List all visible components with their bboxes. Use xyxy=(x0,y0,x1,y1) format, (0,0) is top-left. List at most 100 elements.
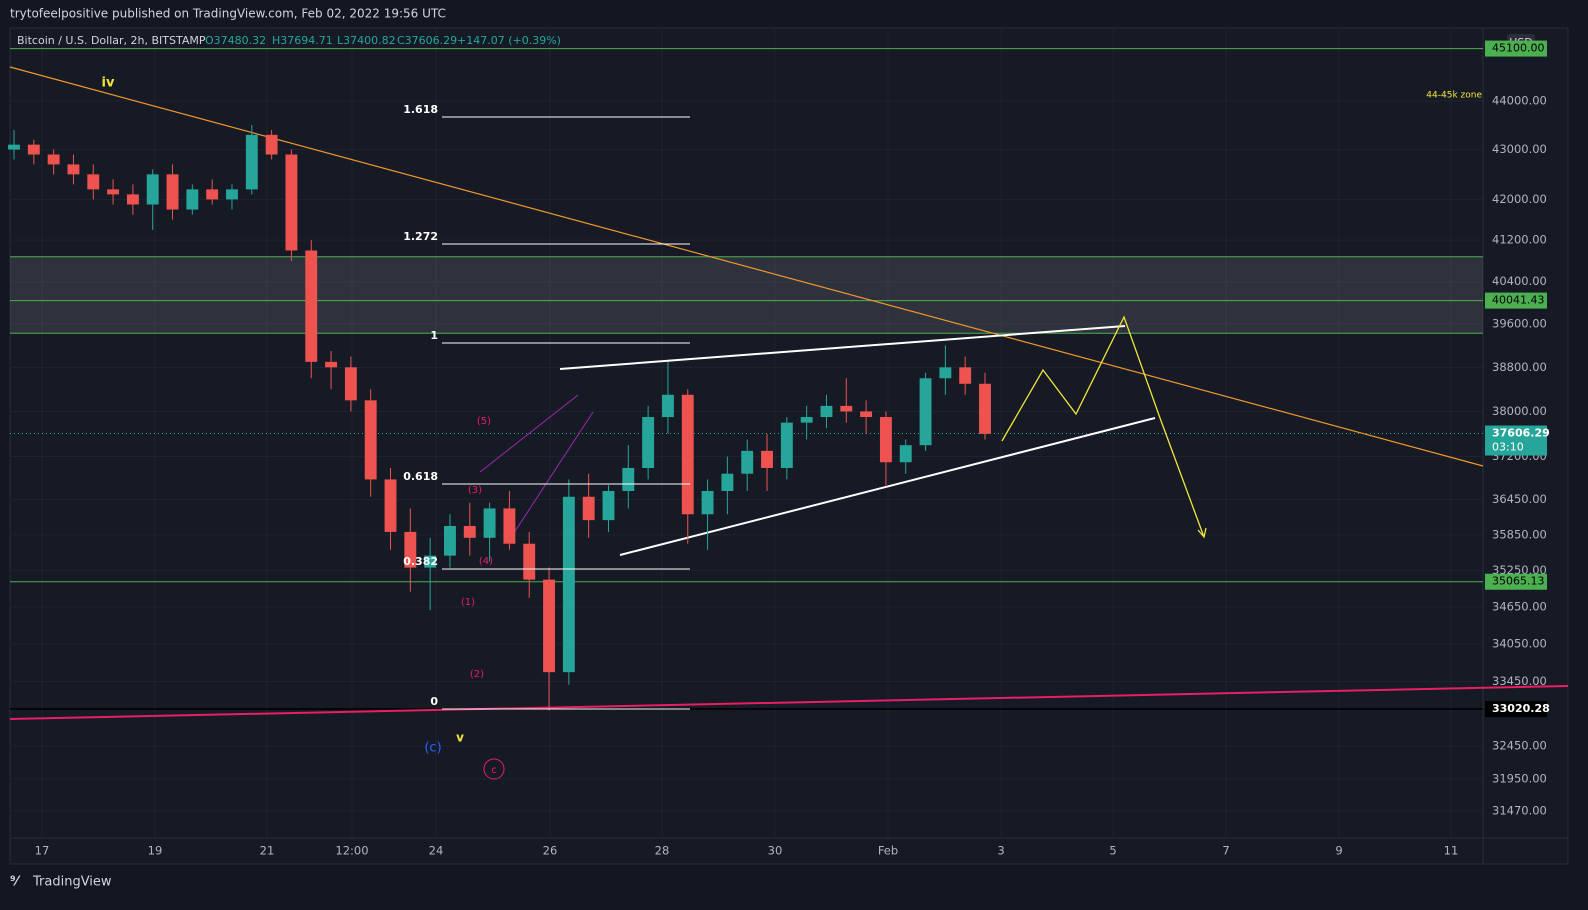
y-tick-label: 31470.00 xyxy=(1492,803,1547,817)
candle-body xyxy=(503,508,516,544)
wave-label: c xyxy=(491,765,497,776)
x-tick-label: 19 xyxy=(148,844,163,858)
candle-body xyxy=(384,479,397,532)
price-tag xyxy=(1485,292,1547,309)
fib-label: 1 xyxy=(430,329,438,342)
x-tick-label: 28 xyxy=(655,844,670,858)
ohlc-open: O37480.32 xyxy=(205,34,266,47)
fib-label: 1.618 xyxy=(403,103,438,116)
y-tick-label: 40400.00 xyxy=(1492,274,1547,288)
y-tick-label: 36450.00 xyxy=(1492,492,1547,506)
y-tick-label: 42000.00 xyxy=(1492,192,1547,206)
candle-body xyxy=(622,467,635,491)
fib-label: 0 xyxy=(430,695,438,708)
candle-body xyxy=(543,579,555,673)
x-tick-label: 7 xyxy=(1222,844,1229,858)
y-tick-label: 33450.00 xyxy=(1492,674,1547,688)
candle-body xyxy=(761,450,773,468)
candle-body xyxy=(840,405,853,412)
wave-label: (4) xyxy=(479,556,493,567)
price-tag-label: 40041.43 xyxy=(1492,294,1545,307)
ohlc-close: C37606.29 xyxy=(397,34,457,47)
x-tick-label: 24 xyxy=(429,844,444,858)
y-tick-label: 34650.00 xyxy=(1492,599,1547,613)
price-tag-label: 35065.13 xyxy=(1492,575,1545,588)
wave-label: (2) xyxy=(470,669,484,680)
candle-body xyxy=(820,405,833,418)
countdown: 03:10 xyxy=(1492,441,1524,454)
candle-body xyxy=(87,174,100,190)
zone-note: 44-45k zone xyxy=(1426,91,1482,101)
candle-body xyxy=(285,154,298,251)
x-tick-label: 9 xyxy=(1335,844,1342,858)
wave-label: (3) xyxy=(468,485,482,496)
wave-circle xyxy=(483,758,505,780)
y-tick-label: 31950.00 xyxy=(1492,771,1547,785)
candle-body xyxy=(107,189,120,195)
candle-body xyxy=(265,134,278,155)
candle-body xyxy=(226,189,238,200)
wedge-line xyxy=(619,417,1156,556)
candle-body xyxy=(126,194,139,205)
candle-body xyxy=(166,174,179,210)
candle-body xyxy=(661,394,674,418)
price-tag xyxy=(1485,701,1547,718)
trendline xyxy=(9,66,1484,467)
candle-body xyxy=(582,496,595,521)
ohlc-change: +147.07 (+0.39%) xyxy=(457,34,561,47)
x-tick-label: 12:00 xyxy=(335,844,368,858)
wedge-line xyxy=(559,325,1126,370)
y-tick-label: 39600.00 xyxy=(1492,317,1547,331)
y-tick-label: 32450.00 xyxy=(1492,738,1547,752)
candle-body xyxy=(919,378,932,446)
wave-label: iv xyxy=(102,76,115,91)
x-tick-label: Feb xyxy=(878,844,898,858)
y-tick-label: 41200.00 xyxy=(1492,233,1547,247)
zone xyxy=(10,256,1483,334)
byline: trytofeelpositive published on TradingVi… xyxy=(10,7,446,21)
price-tag-label: 37606.29 xyxy=(1492,427,1550,440)
candle-body xyxy=(146,174,159,205)
y-tick-label: 43000.00 xyxy=(1492,142,1547,156)
candle-body xyxy=(444,525,456,556)
fib-label: 0.382 xyxy=(403,555,438,568)
candle-body xyxy=(424,555,437,568)
wave-label: (5) xyxy=(477,416,491,427)
channel-line xyxy=(507,411,594,543)
candle-body xyxy=(364,400,377,480)
x-tick-label: 11 xyxy=(1444,844,1459,858)
brand: TradingView xyxy=(32,875,112,890)
channel-line xyxy=(479,394,579,473)
candle-body xyxy=(701,490,714,515)
wave-label: v xyxy=(456,731,464,745)
y-tick-label: 38800.00 xyxy=(1492,360,1547,374)
price-tag xyxy=(1485,573,1547,590)
candle-body xyxy=(325,361,338,368)
projection-arrow xyxy=(1197,527,1207,539)
y-tick-label: 35250.00 xyxy=(1492,563,1547,577)
price-tag-label: 33020.28 xyxy=(1492,702,1550,715)
ohlc-high: H37694.71 xyxy=(272,34,333,47)
candle-body xyxy=(245,134,258,190)
fib-label: 1.272 xyxy=(403,230,438,243)
candle-body xyxy=(27,144,40,155)
y-tick-label: 44000.00 xyxy=(1492,93,1547,107)
y-tick-label: 34050.00 xyxy=(1492,636,1547,650)
candle-body xyxy=(602,490,615,521)
candle-body xyxy=(67,164,80,175)
trendline xyxy=(9,685,1569,720)
candle-body xyxy=(879,417,892,463)
wave-label: (c) xyxy=(424,741,441,756)
brand-logo: ⁹⁄ xyxy=(10,875,21,890)
candle-body xyxy=(741,450,754,474)
candle-body xyxy=(959,367,972,384)
y-tick-label: 38000.00 xyxy=(1492,404,1547,418)
x-tick-label: 30 xyxy=(768,844,783,858)
x-tick-label: 5 xyxy=(1109,844,1116,858)
candle-body xyxy=(979,383,991,434)
candle-body xyxy=(800,417,813,423)
candle-body xyxy=(186,189,199,210)
x-tick-label: 21 xyxy=(260,844,275,858)
candle-body xyxy=(344,367,357,401)
